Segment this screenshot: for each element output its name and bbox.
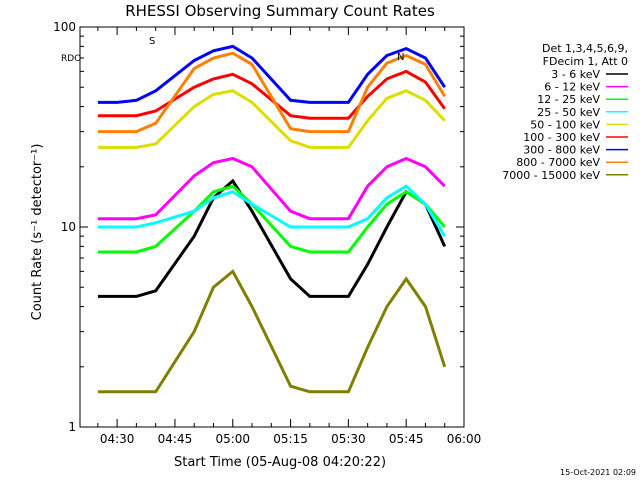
y-tick-label: 100 [53,20,76,34]
y-axis-label: Count Rate (s⁻¹ detector⁻¹) [30,144,45,321]
series-line-1 [97,178,447,298]
x-tick-label: 05:15 [273,432,308,446]
legend-label-5: 50 - 100 keV [530,118,600,131]
legend-header-line-1: Det 1,3,4,5,6,9, [542,42,628,55]
x-tick-label: 04:45 [158,432,193,446]
series-line-8 [97,51,446,134]
x-tick-label: 04:30 [100,432,135,446]
chart-title: RHESSI Observing Summary Count Rates [125,2,435,20]
x-tick-label: 06:00 [447,432,482,446]
y-tick-label: 10 [61,220,76,234]
footer-timestamp: 15-Oct-2021 02:09 [560,468,636,477]
series-line-9 [97,269,447,394]
series-line-6 [97,69,446,120]
legend-label-8: 800 - 7000 keV [516,156,600,169]
legend-label-6: 100 - 300 keV [523,131,600,144]
x-tick-label: 05:30 [331,432,366,446]
rdo-label: RDO [61,54,81,64]
series-line-5 [97,89,446,149]
x-tick-label: 05:45 [389,432,424,446]
saa-label: S [149,36,155,47]
series-line-2 [97,156,446,221]
y-tick-label: 1 [68,420,76,434]
legend-label-9: 7000 - 15000 keV [502,169,600,182]
plot-layer [97,44,447,394]
legend-header-line-2: FDecim 1, Att 0 [543,55,628,68]
legend-label-4: 25 - 50 keV [537,106,600,119]
axes-layer: 1 10 100 04:30 04:45 05:00 05:15 05:30 05:45 06:0… [53,20,481,446]
legend-label-1: 3 - 6 keV [551,68,600,81]
series-line-3 [97,184,446,254]
series-line-7 [97,44,446,104]
legend-label-2: 6 - 12 keV [544,81,600,94]
legend-label-7: 300 - 800 keV [523,144,600,157]
legend-label-3: 12 - 25 keV [537,93,600,106]
night-label: N [397,52,404,63]
x-axis-label: Start Time (05-Aug-08 04:20:22) [174,455,386,470]
x-tick-label: 05:00 [215,432,250,446]
series-line-4 [97,184,446,237]
